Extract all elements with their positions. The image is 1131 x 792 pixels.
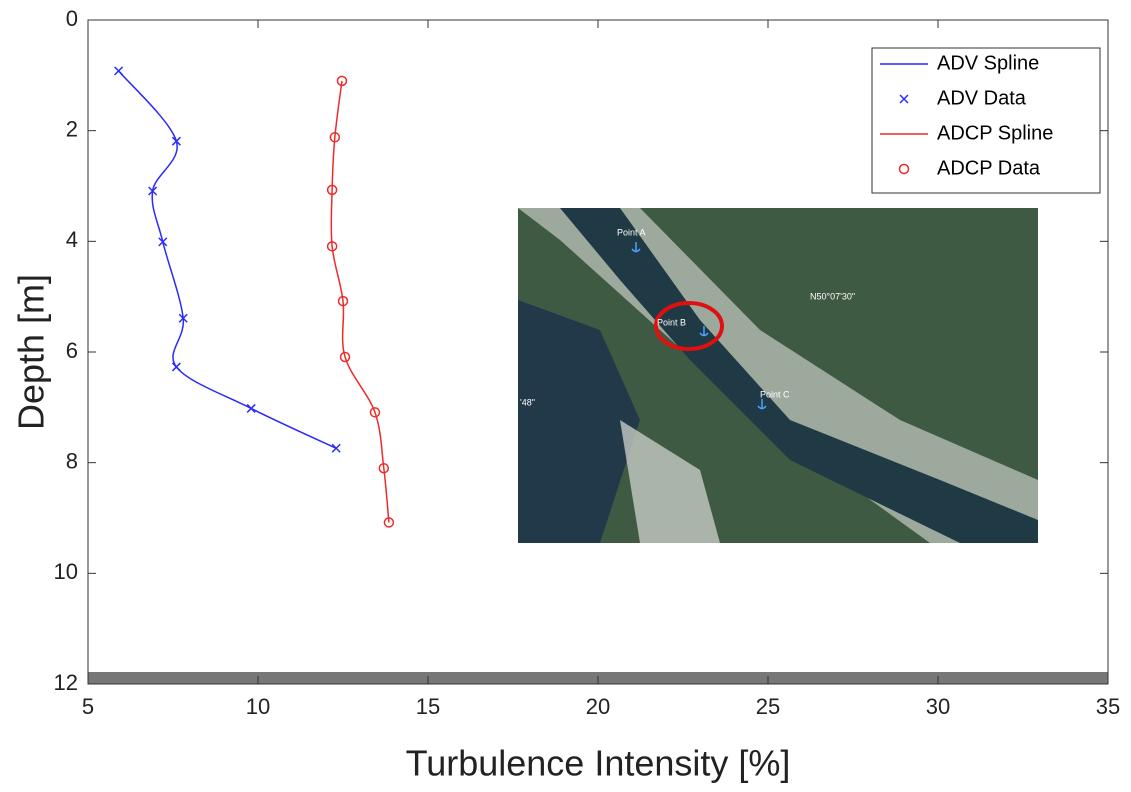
- x-tick-label: 25: [756, 694, 780, 719]
- x-tick-label: 10: [246, 694, 270, 719]
- x-axis-label: Turbulence Intensity [%]: [406, 743, 791, 784]
- data-point: [332, 444, 340, 452]
- map-label: N50°07'30": [810, 291, 855, 301]
- legend-label: ADCP Spline: [937, 122, 1053, 144]
- chart: Turbulence Intensity [%] Depth [m] 5 10 15…: [0, 0, 1131, 792]
- map-label: '48": [520, 397, 535, 407]
- legend-label: ADCP Data: [937, 157, 1041, 179]
- y-tick-label: 8: [66, 448, 78, 473]
- data-point: [115, 67, 123, 75]
- marker-part: [247, 404, 255, 412]
- legend-label: ADV Spline: [937, 52, 1039, 74]
- y-tick-label: 0: [66, 6, 78, 31]
- x-tick-label: 20: [586, 694, 610, 719]
- y-tick-label: 6: [66, 338, 78, 363]
- map-label: Point B: [657, 317, 686, 327]
- y-tick-label: 4: [66, 227, 78, 252]
- marker-part: [332, 444, 340, 452]
- marker-part: [115, 67, 123, 75]
- spline-line: [331, 81, 389, 523]
- x-tick-label: 5: [82, 694, 94, 719]
- legend-label: ADV Data: [937, 87, 1027, 109]
- y-tick-label: 10: [54, 559, 78, 584]
- map-label: Point C: [760, 389, 790, 399]
- inset-map: [518, 208, 1038, 543]
- data-point: [247, 404, 255, 412]
- spline-line: [119, 71, 337, 448]
- x-tick-label: 15: [416, 694, 440, 719]
- x-tick-label: 30: [926, 694, 950, 719]
- y-axis-label: Depth [m]: [11, 274, 52, 430]
- data-point: [172, 363, 180, 371]
- x-tick-label: 35: [1096, 694, 1120, 719]
- map-label: Point A: [617, 227, 646, 237]
- marker-part: [172, 363, 180, 371]
- y-tick-label: 2: [66, 116, 78, 141]
- y-tick-label: 12: [54, 670, 78, 695]
